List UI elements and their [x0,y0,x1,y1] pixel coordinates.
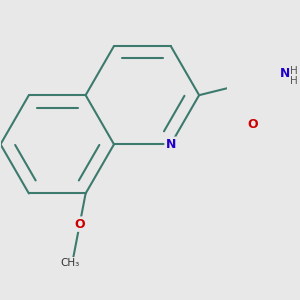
Text: N: N [166,138,176,151]
Text: O: O [248,118,258,131]
Text: O: O [74,218,85,231]
Text: N: N [280,68,290,80]
Text: H: H [290,76,298,86]
Text: CH₃: CH₃ [60,258,80,268]
Text: H: H [290,66,298,76]
